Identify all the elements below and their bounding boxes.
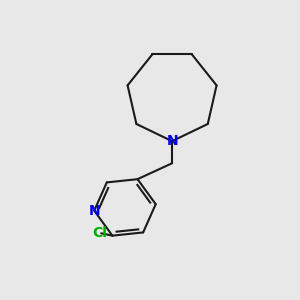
Text: N: N bbox=[166, 134, 178, 148]
Text: N: N bbox=[88, 204, 100, 218]
Text: Cl: Cl bbox=[93, 226, 107, 240]
